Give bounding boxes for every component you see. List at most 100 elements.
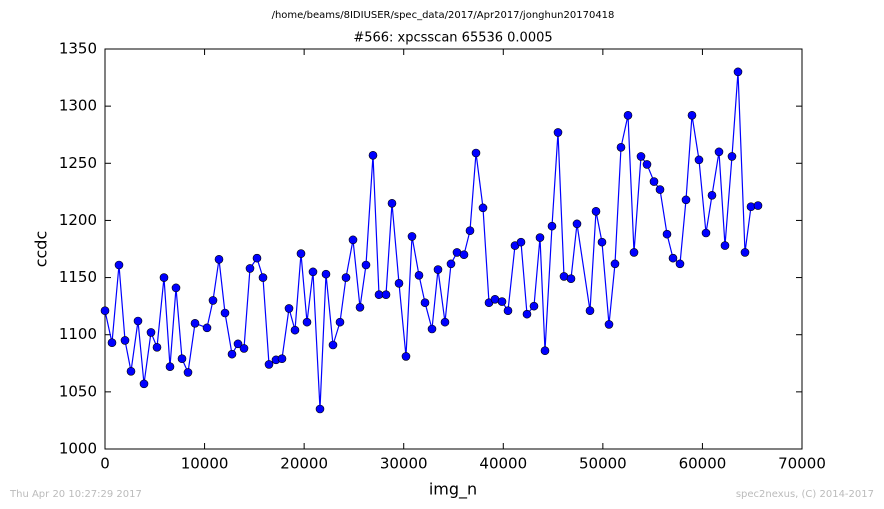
data-point xyxy=(662,229,672,239)
x-tick-label: 60000 xyxy=(679,455,727,473)
data-point xyxy=(478,203,488,213)
data-point xyxy=(335,317,345,327)
data-point xyxy=(387,198,397,208)
data-point xyxy=(120,336,130,345)
data-point xyxy=(740,248,750,257)
data-point xyxy=(616,142,626,152)
data-point xyxy=(368,150,378,160)
data-point xyxy=(114,260,124,270)
data-point xyxy=(233,339,243,349)
data-point xyxy=(355,302,365,312)
data-point xyxy=(610,259,620,269)
data-point xyxy=(681,195,691,205)
data-point xyxy=(407,232,417,241)
data-point xyxy=(284,304,294,313)
data-point xyxy=(277,354,287,364)
data-point xyxy=(258,273,268,282)
data-point xyxy=(497,297,507,306)
data-point xyxy=(597,237,607,247)
data-point xyxy=(190,318,200,328)
data-point xyxy=(465,226,475,236)
data-point xyxy=(381,290,391,300)
data-point xyxy=(202,323,212,333)
y-tick-label: 1300 xyxy=(59,97,97,115)
data-point xyxy=(146,328,156,337)
data-point xyxy=(727,152,737,161)
data-point xyxy=(623,110,633,120)
data-point xyxy=(328,340,338,350)
data-point xyxy=(585,306,595,316)
data-point xyxy=(636,152,646,161)
data-point xyxy=(245,264,255,273)
data-point xyxy=(707,190,717,200)
data-point xyxy=(239,344,249,353)
data-point xyxy=(471,148,481,158)
data-point xyxy=(529,301,539,311)
data-point xyxy=(675,259,685,269)
data-point xyxy=(440,317,450,327)
data-point xyxy=(649,177,659,186)
data-point xyxy=(252,253,262,263)
data-point xyxy=(720,241,730,250)
data-point xyxy=(547,221,557,231)
data-point xyxy=(308,267,318,277)
data-point xyxy=(446,259,456,269)
x-tick-label: 30000 xyxy=(380,455,428,473)
data-point xyxy=(604,320,614,329)
x-tick-label: 40000 xyxy=(479,455,527,473)
data-point xyxy=(296,249,306,258)
chart-title: #566: xpcsscan 65536 0.0005 xyxy=(353,31,552,46)
data-point xyxy=(522,309,532,319)
data-point xyxy=(746,202,756,212)
y-tick-label: 1250 xyxy=(59,154,97,172)
y-tick-label: 1050 xyxy=(59,382,97,400)
data-point xyxy=(321,269,331,279)
data-point xyxy=(177,354,187,364)
footer-left: Thu Apr 20 10:27:29 2017 xyxy=(9,489,142,500)
data-point xyxy=(629,248,639,257)
data-point xyxy=(668,253,678,263)
data-point xyxy=(427,324,437,334)
data-point xyxy=(133,316,143,326)
y-tick-label: 1350 xyxy=(59,40,97,58)
data-point xyxy=(290,325,300,335)
y-axis-label: ccdc xyxy=(32,231,51,268)
plot-frame xyxy=(104,48,803,450)
data-point xyxy=(126,366,136,376)
x-axis-label: img_n xyxy=(429,480,477,500)
data-point xyxy=(572,219,582,229)
data-point xyxy=(591,206,601,216)
data-point xyxy=(341,273,351,282)
data-point xyxy=(171,283,181,293)
footer-right: spec2nexus, (C) 2014-2017 xyxy=(736,489,874,500)
data-point xyxy=(433,265,443,274)
data-point xyxy=(459,250,469,260)
data-point xyxy=(220,308,230,318)
y-tick-label: 1000 xyxy=(59,440,97,458)
y-tick-label: 1100 xyxy=(59,325,97,343)
data-point xyxy=(642,160,652,169)
data-point xyxy=(733,67,743,77)
data-point xyxy=(315,404,325,414)
data-point xyxy=(714,147,724,157)
data-point xyxy=(503,306,513,316)
data-point xyxy=(420,298,430,308)
data-point xyxy=(100,306,110,316)
data-point xyxy=(139,379,149,389)
data-point xyxy=(753,201,763,210)
data-point xyxy=(214,254,224,264)
data-point xyxy=(348,235,358,245)
data-point xyxy=(302,317,312,327)
data-point xyxy=(414,270,424,280)
data-point xyxy=(394,278,404,288)
data-point xyxy=(401,352,411,361)
data-point xyxy=(208,296,218,305)
data-point xyxy=(264,360,274,369)
data-point xyxy=(107,338,117,348)
data-point xyxy=(687,110,697,120)
x-tick-label: 50000 xyxy=(579,455,627,473)
data-point xyxy=(165,362,175,372)
data-point xyxy=(535,233,545,242)
data-point xyxy=(152,342,162,352)
